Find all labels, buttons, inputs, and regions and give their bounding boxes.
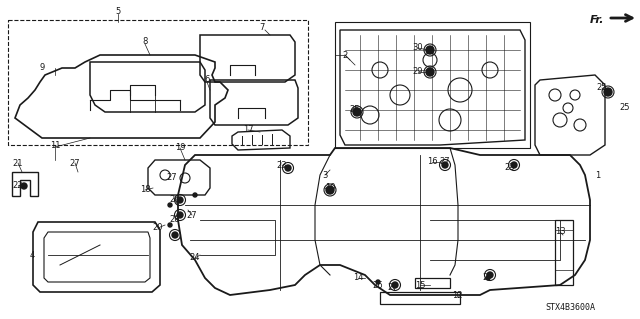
Text: 27: 27 bbox=[440, 158, 451, 167]
Text: 27: 27 bbox=[483, 273, 493, 283]
Text: 25: 25 bbox=[620, 103, 630, 113]
Text: 29: 29 bbox=[413, 68, 423, 77]
Text: 25: 25 bbox=[596, 84, 607, 93]
Text: 28: 28 bbox=[170, 216, 180, 225]
Bar bbox=[555, 220, 573, 285]
Circle shape bbox=[392, 282, 398, 288]
Circle shape bbox=[172, 232, 178, 238]
Circle shape bbox=[168, 203, 172, 207]
Circle shape bbox=[177, 197, 183, 203]
Circle shape bbox=[604, 88, 612, 96]
Circle shape bbox=[511, 162, 517, 168]
Text: 27: 27 bbox=[388, 284, 398, 293]
Circle shape bbox=[426, 46, 434, 54]
Text: 27: 27 bbox=[187, 211, 197, 219]
Text: 22: 22 bbox=[13, 181, 23, 189]
Text: 25: 25 bbox=[349, 106, 360, 115]
Text: 19: 19 bbox=[175, 144, 185, 152]
Circle shape bbox=[353, 108, 361, 116]
Text: 9: 9 bbox=[40, 63, 45, 72]
Text: 12: 12 bbox=[452, 292, 462, 300]
Text: 27: 27 bbox=[166, 174, 177, 182]
Circle shape bbox=[285, 165, 291, 171]
Circle shape bbox=[487, 272, 493, 278]
Text: 20: 20 bbox=[153, 224, 163, 233]
Text: 26: 26 bbox=[372, 280, 383, 290]
Circle shape bbox=[21, 183, 27, 189]
Text: 23: 23 bbox=[505, 164, 515, 173]
Text: 30: 30 bbox=[413, 43, 423, 53]
Circle shape bbox=[326, 186, 334, 194]
Text: 14: 14 bbox=[353, 273, 364, 283]
Circle shape bbox=[486, 276, 490, 280]
Text: 17: 17 bbox=[243, 125, 253, 135]
Text: 23: 23 bbox=[276, 160, 287, 169]
Text: 2: 2 bbox=[342, 50, 348, 60]
Bar bbox=[380, 292, 460, 304]
Text: 18: 18 bbox=[140, 186, 150, 195]
Text: STX4B3600A: STX4B3600A bbox=[545, 303, 595, 313]
Text: 7: 7 bbox=[259, 24, 265, 33]
Text: 21: 21 bbox=[13, 159, 23, 167]
Text: 10: 10 bbox=[324, 183, 335, 192]
Text: 3: 3 bbox=[323, 170, 328, 180]
Text: 5: 5 bbox=[115, 8, 120, 17]
Text: 11: 11 bbox=[50, 140, 60, 150]
Text: 27: 27 bbox=[70, 159, 80, 167]
Text: 16: 16 bbox=[427, 158, 437, 167]
Circle shape bbox=[177, 212, 183, 218]
Circle shape bbox=[168, 223, 172, 227]
Text: 24: 24 bbox=[189, 254, 200, 263]
Text: 26: 26 bbox=[170, 196, 180, 204]
Text: 15: 15 bbox=[415, 280, 425, 290]
Text: 13: 13 bbox=[555, 227, 565, 236]
Circle shape bbox=[376, 280, 380, 284]
Circle shape bbox=[442, 162, 448, 168]
Text: 4: 4 bbox=[29, 250, 35, 259]
Circle shape bbox=[193, 193, 197, 197]
Text: 1: 1 bbox=[595, 170, 600, 180]
Text: 8: 8 bbox=[142, 38, 148, 47]
Text: 6: 6 bbox=[204, 76, 210, 85]
Bar bbox=[415, 278, 450, 288]
Circle shape bbox=[426, 68, 434, 76]
Text: Fr.: Fr. bbox=[589, 15, 604, 25]
